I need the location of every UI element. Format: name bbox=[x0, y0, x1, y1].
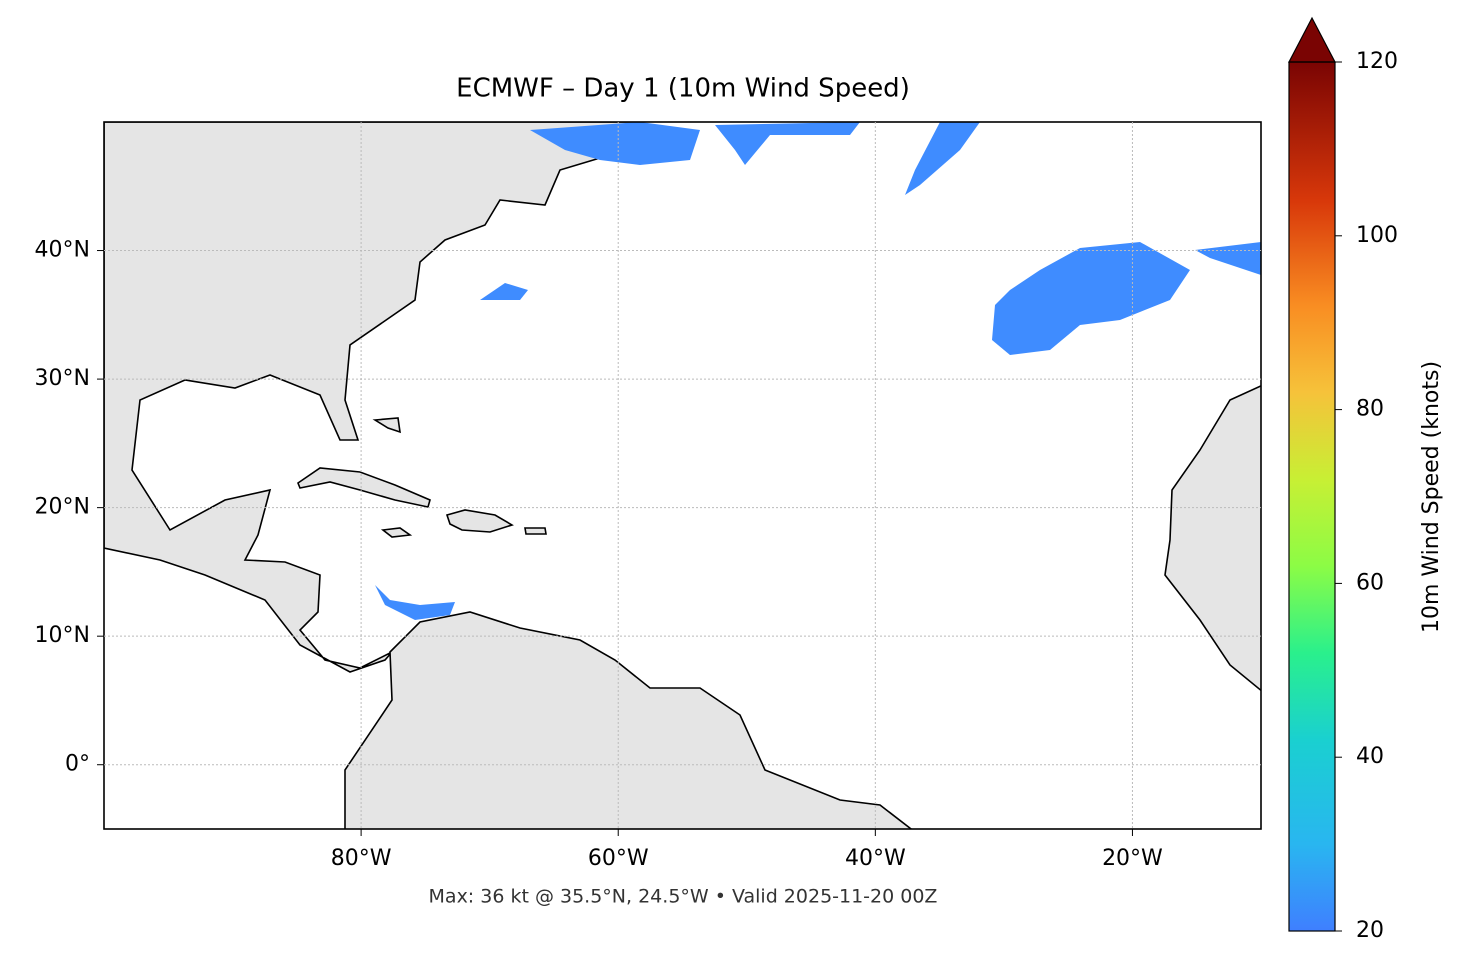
hispaniola bbox=[445, 509, 514, 533]
colorbar-tick-label: 20 bbox=[1356, 918, 1384, 943]
wind-area bbox=[375, 585, 455, 620]
colorbar-extend bbox=[1288, 16, 1336, 63]
puerto-rico bbox=[524, 527, 547, 535]
south-america bbox=[344, 611, 913, 829]
x-tick-label: 80°W bbox=[331, 846, 392, 871]
y-tick-label: 10°N bbox=[35, 623, 90, 648]
africa bbox=[1164, 385, 1261, 692]
wind-area bbox=[992, 242, 1190, 355]
wind-area bbox=[480, 283, 528, 300]
y-tick-label: 20°N bbox=[35, 495, 90, 520]
colorbar-tick-label: 40 bbox=[1356, 744, 1384, 769]
wind-area bbox=[715, 122, 860, 165]
x-tick-label: 20°W bbox=[1102, 846, 1163, 871]
jamaica bbox=[380, 527, 413, 538]
cuba bbox=[297, 467, 431, 508]
x-tick-label: 60°W bbox=[588, 846, 649, 871]
colorbar-tick-label: 100 bbox=[1356, 223, 1398, 248]
map-frame bbox=[103, 121, 1262, 830]
colorbar-tick-label: 80 bbox=[1356, 397, 1384, 422]
y-tick-label: 30°N bbox=[35, 366, 90, 391]
bahamas bbox=[372, 417, 401, 434]
x-tick-label: 40°W bbox=[845, 846, 906, 871]
north-america bbox=[104, 122, 646, 673]
y-tick-label: 0° bbox=[65, 752, 90, 777]
footer-note: Max: 36 kt @ 35.5°N, 24.5°W • Valid 2025… bbox=[429, 886, 938, 908]
wind-area bbox=[905, 122, 980, 195]
wind-area bbox=[530, 122, 700, 165]
wind-area bbox=[1195, 242, 1261, 275]
map-title: ECMWF – Day 1 (10m Wind Speed) bbox=[456, 74, 910, 104]
colorbar-tick-label: 60 bbox=[1356, 570, 1384, 595]
colorbar-tick-label: 120 bbox=[1356, 49, 1398, 74]
y-tick-label: 40°N bbox=[35, 238, 90, 263]
colorbar-frame bbox=[1288, 61, 1336, 932]
map-layer bbox=[104, 122, 1261, 829]
colorbar-label: 10m Wind Speed (knots) bbox=[1419, 361, 1444, 633]
colorbar bbox=[1289, 62, 1335, 931]
